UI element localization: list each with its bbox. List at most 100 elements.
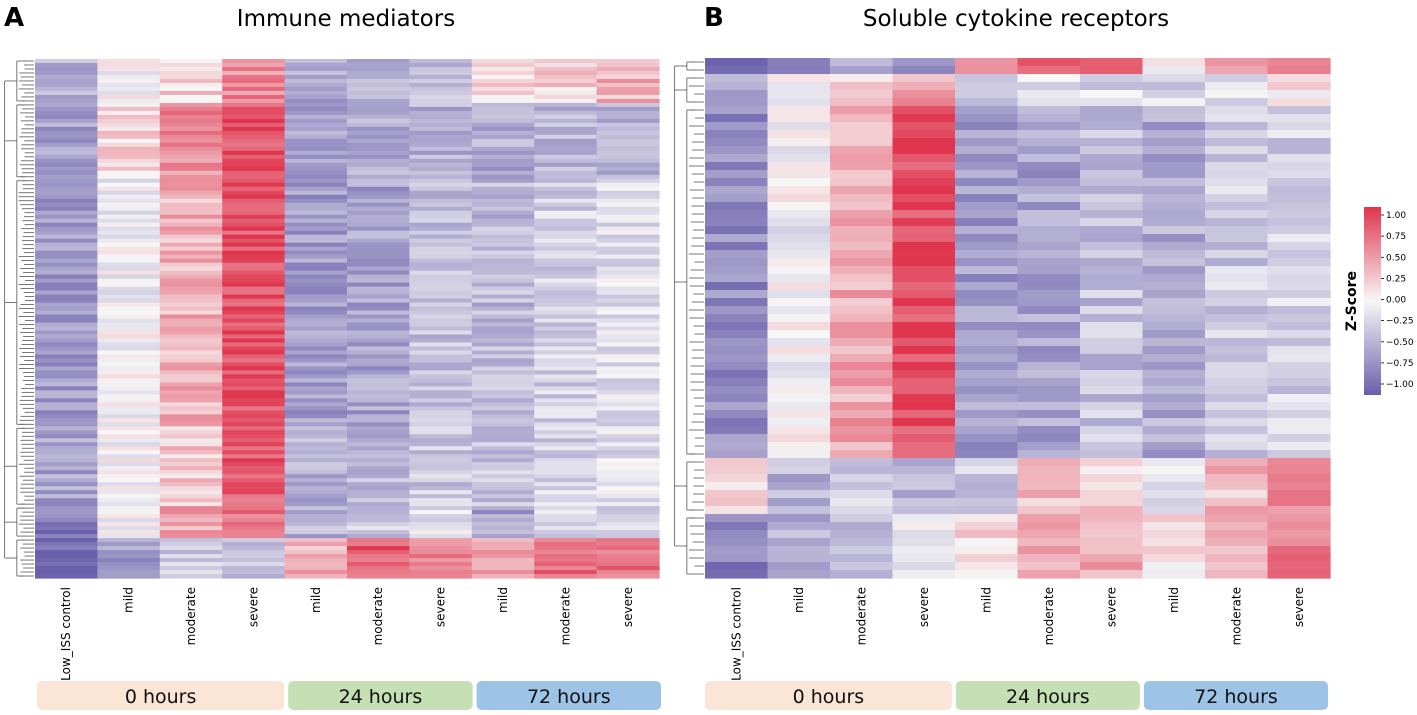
heatmap-cell [347,522,410,527]
heatmap-cell [97,322,161,328]
heatmap-cell [955,114,1019,123]
heatmap-cell [892,370,956,379]
heatmap-cell [892,314,956,323]
colorbar-tick-1: 0.75 [1386,232,1406,242]
heatmap-cell [705,250,769,259]
heatmap-cell [534,166,598,172]
heatmap-cell [97,358,161,364]
heatmap-cell [1080,546,1144,555]
heatmap-cell [1142,66,1206,75]
heatmap-cell [284,458,348,463]
heatmap-cell [534,406,598,411]
heatmap-cell [534,530,598,535]
heatmap-cell [347,282,410,288]
heatmap-cell [222,234,286,240]
heatmap-cell [284,62,348,68]
heatmap-cell [222,122,286,128]
heatmap-cell [596,482,660,487]
heatmap-cell [471,258,535,264]
heatmap-cell [1017,506,1081,515]
heatmap-cell [955,546,1019,555]
heatmap-cell [35,250,98,256]
heatmap-cell [409,466,473,471]
heatmap-cell [596,150,660,156]
heatmap-cell [767,530,831,539]
heatmap-cell [284,182,348,188]
heatmap-cell [97,126,161,132]
heatmap-cell [1017,370,1081,379]
heatmap-cell [284,122,348,128]
heatmap-cell [159,138,223,144]
heatmap-cell [767,282,831,291]
heatmap-cell [596,182,660,188]
heatmap-cell [35,126,98,132]
heatmap-cell [596,59,660,64]
heatmap-cell [1205,442,1269,451]
heatmap-cell [596,370,660,375]
heatmap-cell [35,226,98,232]
heatmap-cell [284,526,348,531]
heatmap-cell [955,458,1019,467]
heatmap-cell [159,154,223,160]
heatmap-cell [159,158,223,164]
heatmap-cell [97,214,161,220]
heatmap-cell [1205,314,1269,323]
heatmap-cell [222,518,286,523]
heatmap-cell [596,102,660,108]
heatmap-cell [97,514,161,519]
heatmap-cell [471,294,535,300]
heatmap-cell [97,90,161,96]
heatmap-cell [534,506,598,511]
heatmap-cell [1142,354,1206,363]
heatmap-cell [35,514,98,519]
heatmap-cell [1205,498,1269,507]
heatmap-cell [159,294,223,300]
heatmap-cell [1017,426,1081,435]
heatmap-cell [222,59,286,64]
heatmap-cell [1267,298,1331,307]
heatmap-cell [830,266,894,275]
heatmap-cell [35,254,98,260]
heatmap-cell [1267,562,1331,571]
heatmap-cell [35,326,98,332]
heatmap-cell [35,402,98,407]
heatmap-cell [955,410,1019,419]
heatmap-cell [534,570,598,575]
heatmap-cell [222,202,286,208]
heatmap-cell [35,350,98,356]
heatmap-cell [767,466,831,475]
heatmap-cell [409,302,473,308]
heatmap-cell [767,218,831,227]
heatmap-cell [1267,122,1331,131]
heatmap-cell [1267,490,1331,499]
heatmap-cell [1080,274,1144,283]
heatmap-cell [534,438,598,443]
heatmap-cell [1017,106,1081,115]
heatmap-cell [97,110,161,116]
heatmap-cell [1080,466,1144,475]
heatmap-cell [1080,498,1144,507]
heatmap-cell [97,366,161,371]
heatmap-cell [159,310,223,316]
heatmap-cell [347,494,410,499]
heatmap-cell [1017,130,1081,139]
heatmap-cell [409,410,473,415]
heatmap-cell [284,346,348,352]
heatmap-cell [471,182,535,188]
heatmap-cell [284,522,348,527]
heatmap-cell [1205,330,1269,339]
heatmap-cell [830,74,894,83]
heatmap-cell [35,486,98,491]
heatmap-cell [347,558,410,563]
panel-a-col-label-4: mild [309,587,323,613]
heatmap-cell [534,130,598,136]
heatmap-cell [1017,226,1081,235]
panel-a-col-label-0: Low_ISS control [59,587,73,681]
heatmap-cell [97,482,161,487]
heatmap-cell [1080,266,1144,275]
heatmap-cell [471,210,535,216]
heatmap-cell [471,410,535,415]
heatmap-cell [97,318,161,324]
heatmap-cell [35,506,98,511]
heatmap-cell [596,94,660,100]
